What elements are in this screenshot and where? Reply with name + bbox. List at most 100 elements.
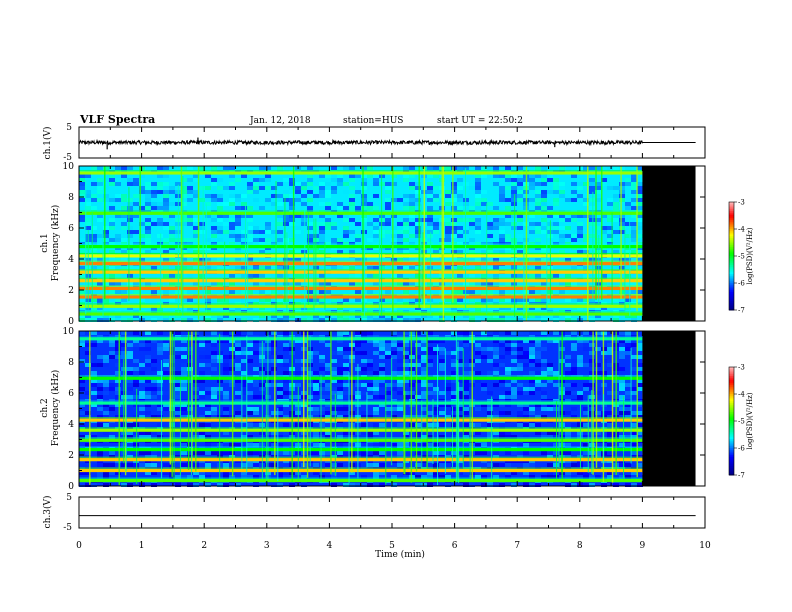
spectrogram-cell <box>97 415 103 419</box>
spectrogram-cell <box>607 475 613 479</box>
spectrogram-cell <box>319 355 325 359</box>
spectrogram-cell <box>511 226 517 230</box>
spectrogram-cell <box>457 178 463 182</box>
spectrogram-cell <box>211 214 217 218</box>
spectrogram-cell <box>337 415 343 419</box>
spectrogram-cell <box>571 415 577 419</box>
spectrogram-cell <box>415 451 421 455</box>
spectrogram-cell <box>319 226 325 230</box>
spectrogram-cell <box>421 411 427 415</box>
spectrogram-cell <box>373 182 379 186</box>
spectrogram-cell <box>421 387 427 391</box>
spectrogram-band-edge <box>79 477 643 479</box>
spectrogram-cell <box>415 230 421 234</box>
colorbar-cell <box>729 370 734 373</box>
spectrogram-cell <box>79 359 85 363</box>
spectrogram-cell <box>637 475 643 479</box>
spectrogram-cell <box>139 258 145 262</box>
spectrogram-cell <box>331 226 337 230</box>
spectrogram-cell <box>247 230 253 234</box>
spectrogram-cell <box>331 395 337 399</box>
spectrogram-cell <box>553 451 559 455</box>
spectrogram-cell <box>223 483 229 487</box>
spectrogram-cell <box>511 347 517 351</box>
spectrogram-cell <box>457 403 463 407</box>
spectrogram-cell <box>331 298 337 302</box>
spectrogram-cell <box>127 250 133 254</box>
spectrogram-cell <box>241 274 247 278</box>
spectrogram-cell <box>451 166 457 170</box>
spectrogram-cell <box>151 318 157 322</box>
spectrogram-cell <box>391 230 397 234</box>
spectrogram-cell <box>157 218 163 222</box>
spectrogram-cell <box>373 234 379 238</box>
spectrogram-cell <box>373 371 379 375</box>
spectrogram-cell <box>205 174 211 178</box>
spectrogram-cell <box>541 475 547 479</box>
spectrogram-cell <box>559 166 565 170</box>
spectrogram-cell <box>595 274 601 278</box>
spectrogram-cell <box>157 435 163 439</box>
spectrogram-cell <box>367 383 373 387</box>
spectrogram-cell <box>181 266 187 270</box>
spectrogram-cell <box>337 463 343 467</box>
spectrogram-cell <box>229 218 235 222</box>
spectrogram-cell <box>319 387 325 391</box>
spectrogram-cell <box>319 318 325 322</box>
spectrogram-cell <box>247 214 253 218</box>
spectrogram-cell <box>529 463 535 467</box>
spectrogram-cell <box>631 226 637 230</box>
spectrogram-cell <box>613 230 619 234</box>
spectrogram-cell <box>265 282 271 286</box>
spectrogram-cell <box>481 282 487 286</box>
spectrogram-cell <box>397 230 403 234</box>
spectrogram-cell <box>325 222 331 226</box>
spectrogram-cell <box>181 451 187 455</box>
spectrogram-cell <box>355 238 361 242</box>
colorbar-cell <box>729 422 734 426</box>
start-time-label: start UT = 22:50:2 <box>437 116 523 126</box>
spectrogram-cell <box>499 483 505 487</box>
spectrogram-cell <box>253 379 259 383</box>
spectrogram-cell <box>607 423 613 427</box>
spectrogram-cell <box>475 166 481 170</box>
spectrogram-cell <box>265 226 271 230</box>
spectrogram-cell <box>529 471 535 475</box>
spectrogram-cell <box>127 379 133 383</box>
spectrogram-cell <box>607 451 613 455</box>
colorbar-cell <box>729 202 734 205</box>
spectrogram-cell <box>619 290 625 294</box>
spectrogram-cell <box>247 234 253 238</box>
spectrogram-cell <box>133 282 139 286</box>
spectrogram-cell <box>487 483 493 487</box>
spectrogram-cell <box>145 379 151 383</box>
spectrogram-cell <box>283 363 289 367</box>
spectrogram-cell <box>181 407 187 411</box>
spectrogram-cell <box>631 483 637 487</box>
spectrogram-cell <box>283 471 289 475</box>
spectrogram-cell <box>403 415 409 419</box>
colorbar-cell <box>729 297 734 300</box>
spectrogram-cell <box>211 198 217 202</box>
spectrogram-cell <box>451 186 457 190</box>
spectrogram-cell <box>217 230 223 234</box>
spectrogram-cell <box>373 483 379 487</box>
spectrogram-cell <box>463 387 469 391</box>
spectrogram-cell <box>607 166 613 170</box>
colorbar-cell <box>729 401 734 404</box>
spectrogram-cell <box>415 282 421 286</box>
spectrogram-cell <box>619 222 625 226</box>
spectrogram-cell <box>277 355 283 359</box>
spectrogram-cell <box>271 443 277 447</box>
spectrogram-cell <box>481 331 487 335</box>
spectrogram-cell <box>475 431 481 435</box>
spectrogram-cell <box>247 226 253 230</box>
spectrogram-cell <box>421 483 427 487</box>
spectrogram-cell <box>499 314 505 318</box>
spectrogram-cell <box>637 383 643 387</box>
spectrogram-cell <box>595 391 601 395</box>
spectrogram-cell <box>631 391 637 395</box>
spectrogram-cell <box>259 306 265 310</box>
spectrogram-cell <box>133 403 139 407</box>
spectrogram-cell <box>181 202 187 206</box>
